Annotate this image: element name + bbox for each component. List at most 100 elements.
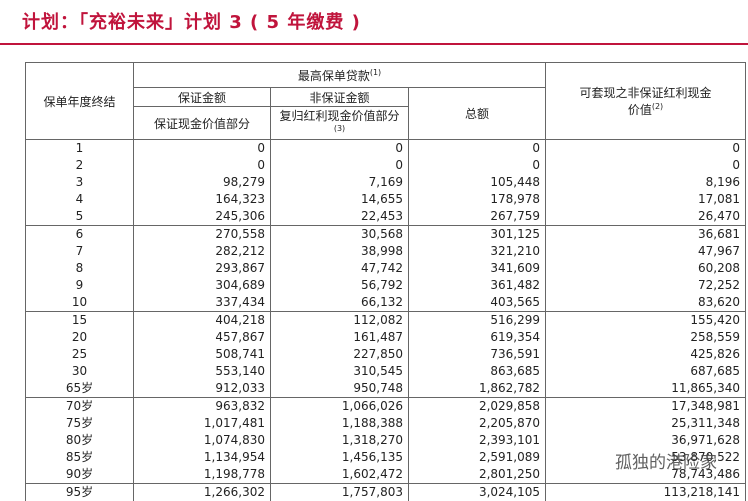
year-cell: 65岁 [26,380,134,398]
value-cell: 337,434 [134,294,271,312]
year-cell: 1 [26,140,134,158]
value-cell: 36,971,628 [546,432,746,449]
value-cell: 1,074,830 [134,432,271,449]
note: (1) [370,68,381,77]
value-cell: 341,609 [409,260,546,277]
value-cell: 270,558 [134,226,271,244]
value-cell: 0 [409,157,546,174]
year-cell: 7 [26,243,134,260]
header-text: 复归红利现金价值部分 [279,109,399,123]
year-cell: 9 [26,277,134,294]
value-cell: 516,299 [409,312,546,330]
value-cell: 0 [134,140,271,158]
value-cell: 112,082 [271,312,409,330]
value-cell: 98,279 [134,174,271,191]
value-cell: 963,832 [134,398,271,416]
value-cell: 258,559 [546,329,746,346]
value-cell: 161,487 [271,329,409,346]
year-cell: 95岁 [26,484,134,501]
year-cell: 30 [26,363,134,380]
value-cell: 30,568 [271,226,409,244]
value-cell: 2,393,101 [409,432,546,449]
title: 计划：「充裕未来」计划 3 ( 5 年缴费 ) [22,8,361,34]
header-cell: 总额 [409,88,546,140]
value-cell: 155,420 [546,312,746,330]
value-cell: 304,689 [134,277,271,294]
value-cell: 0 [271,140,409,158]
header-cell: 保证金额 [134,88,271,107]
watermark: 孤独的港险家 [615,448,717,473]
value-cell: 404,218 [134,312,271,330]
value-cell: 687,685 [546,363,746,380]
header-cell: 保证现金价值部分 [134,107,271,140]
header-cell: 复归红利现金价值部分(3) [271,107,409,140]
value-cell: 3,024,105 [409,484,546,501]
value-cell: 36,681 [546,226,746,244]
value-cell: 0 [271,157,409,174]
value-cell: 1,602,472 [271,466,409,484]
value-cell: 83,620 [546,294,746,312]
value-cell: 1,134,954 [134,449,271,466]
header-cell: 非保证金额 [271,88,409,107]
year-cell: 8 [26,260,134,277]
value-cell: 113,218,141 [546,484,746,501]
value-cell: 912,033 [134,380,271,398]
value-cell: 1,456,135 [271,449,409,466]
value-cell: 301,125 [409,226,546,244]
value-cell: 11,865,340 [546,380,746,398]
value-cell: 508,741 [134,346,271,363]
value-cell: 321,210 [409,243,546,260]
value-cell: 47,742 [271,260,409,277]
value-cell: 1,318,270 [271,432,409,449]
value-cell: 361,482 [409,277,546,294]
value-cell: 25,311,348 [546,415,746,432]
header-cell: 可套现之非保证红利现金价值(2) [546,63,746,140]
value-cell: 403,565 [409,294,546,312]
year-cell: 70岁 [26,398,134,416]
year-cell: 6 [26,226,134,244]
value-cell: 17,348,981 [546,398,746,416]
value-cell: 863,685 [409,363,546,380]
year-cell: 15 [26,312,134,330]
value-cell: 2,029,858 [409,398,546,416]
value-cell: 164,323 [134,191,271,208]
value-cell: 8,196 [546,174,746,191]
value-cell: 553,140 [134,363,271,380]
value-cell: 227,850 [271,346,409,363]
header-text: 可套现之非保证红利现金价值 [580,86,712,117]
value-cell: 1,757,803 [271,484,409,501]
table: 保单年度终结 最高保单贷款(1) 可套现之非保证红利现金价值(2) 保证金额非保… [25,62,746,501]
year-cell: 2 [26,157,134,174]
value-cell: 619,354 [409,329,546,346]
value-cell: 1,188,388 [271,415,409,432]
value-cell: 1,017,481 [134,415,271,432]
year-cell: 4 [26,191,134,208]
value-cell: 457,867 [134,329,271,346]
year-cell: 75岁 [26,415,134,432]
value-cell: 178,978 [409,191,546,208]
year-cell: 25 [26,346,134,363]
value-cell: 245,306 [134,208,271,226]
value-cell: 7,169 [271,174,409,191]
value-cell: 1,862,782 [409,380,546,398]
title-rule [0,43,748,45]
value-cell: 0 [409,140,546,158]
value-cell: 105,448 [409,174,546,191]
year-cell: 3 [26,174,134,191]
note: (2) [652,102,663,111]
